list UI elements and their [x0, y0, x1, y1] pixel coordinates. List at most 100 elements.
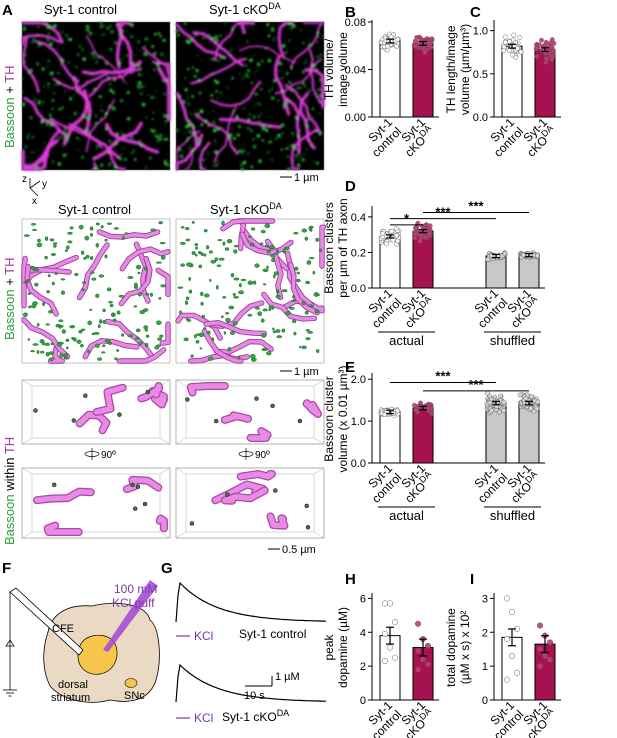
panel-letter-h: H	[345, 571, 356, 588]
y-axis-label: TH length/imagevolume (µm/µm³)	[444, 24, 472, 115]
f-recording-schematic: 100 mM KCl puff CFE dorsal striatum SNc	[3, 580, 160, 704]
y-tick-label: 0.0	[473, 112, 488, 124]
data-point	[503, 635, 511, 643]
category-label: Syt-1control	[466, 286, 511, 331]
f-region-label-1: dorsal	[58, 679, 88, 691]
data-point	[414, 647, 422, 654]
data-point	[391, 654, 399, 661]
a-side-label-2: Bassoon + TH	[2, 257, 17, 340]
category-label: Syt-1cKODA	[393, 286, 438, 331]
data-point	[546, 656, 554, 663]
data-point	[394, 233, 399, 239]
a-side-label-1: Bassoon + TH	[2, 65, 17, 148]
data-point	[501, 408, 507, 414]
y-tick-label: 0.04	[345, 65, 366, 77]
g-kcl-label-1: KCl	[194, 629, 213, 643]
y-axis-label: Bassoon clustersper µm of TH axon	[322, 198, 350, 297]
svg-text:1 µm: 1 µm	[294, 366, 319, 378]
data-point	[534, 406, 540, 412]
y-tick-label: 1	[482, 661, 488, 673]
data-point	[539, 37, 544, 43]
y-tick-label: 0.00	[345, 112, 366, 124]
category-label: Syt-1cKODA	[499, 286, 544, 331]
category-label: Syt-1cKODA	[393, 461, 438, 506]
chart-c: C 0.0 0.5 1.0TH length/imagevolume (µm/µm³)…	[444, 4, 561, 160]
a-zoom-render-top	[21, 379, 325, 445]
data-point	[422, 224, 428, 230]
bar	[501, 636, 523, 701]
a-top-label-cko: Syt-1 cKODA	[209, 1, 281, 17]
significance-label: ***	[435, 369, 451, 384]
y-axis-label: Bassoon clustervolume (x 0.01 µm³)	[322, 366, 350, 473]
data-point	[536, 622, 544, 629]
data-point	[424, 642, 432, 649]
data-point	[546, 639, 554, 646]
data-point	[539, 48, 545, 54]
category-label: Syt-1control	[482, 115, 527, 160]
data-point	[536, 663, 544, 670]
axes-orientation-icon: z y x	[22, 174, 47, 207]
a-surface-render-cko	[175, 218, 327, 364]
f-cfe-label: CFE	[52, 623, 74, 635]
svg-text:90º: 90º	[255, 450, 270, 461]
svg-text:y: y	[42, 179, 47, 190]
data-point	[502, 34, 508, 40]
y-tick-label: 6	[360, 593, 366, 605]
data-point	[386, 600, 394, 607]
data-point	[510, 52, 516, 58]
data-point	[541, 652, 549, 660]
f-region-label-2: striatum	[51, 692, 90, 704]
data-point	[503, 595, 511, 602]
a-mid-label-cko: Syt-1 cKODA	[210, 201, 282, 217]
data-point	[508, 652, 516, 660]
data-point	[534, 252, 540, 258]
y-axis-label: peakdopamine (µM)	[322, 607, 350, 688]
data-point	[393, 226, 399, 232]
data-point	[549, 44, 555, 50]
data-point	[414, 620, 422, 627]
panel-letter-b: B	[345, 4, 356, 21]
panel-letter-e: E	[345, 359, 355, 376]
data-point	[535, 399, 541, 405]
category-label: Syt-1cKODA	[499, 461, 544, 506]
y-tick-label: 0	[482, 695, 488, 707]
data-point	[424, 661, 432, 668]
data-point	[394, 43, 400, 49]
y-tick-label: 2.0	[351, 374, 366, 386]
data-point	[518, 49, 524, 55]
y-tick-label: 3	[482, 593, 488, 605]
data-point	[418, 400, 423, 406]
data-point	[496, 409, 502, 415]
y-axis-label: TH volume/image volume	[322, 32, 350, 107]
data-point	[417, 238, 423, 244]
g-scale-y: 1 µM	[275, 671, 300, 683]
data-point	[429, 36, 435, 42]
chart-b: B 0.00 0.04 0.08 TH volume/image volume Syt-1…	[322, 4, 439, 160]
panel-letter-i: I	[470, 571, 474, 588]
a-rotate-icon: 90º 90º	[84, 448, 270, 461]
data-point	[485, 257, 491, 262]
data-point	[487, 400, 493, 406]
svg-text:0.5 µm: 0.5 µm	[282, 544, 316, 556]
panel-letter-a: A	[2, 2, 13, 19]
data-point	[427, 230, 433, 236]
data-point	[418, 36, 424, 41]
data-point	[501, 44, 507, 50]
data-point	[384, 408, 390, 414]
y-axis-label: total dopamine(µM x s) x 10²	[444, 608, 472, 687]
a-scale-bar-1: 1 µm	[280, 172, 319, 184]
a-micrograph-cko	[174, 21, 325, 172]
data-point	[386, 644, 394, 651]
y-tick-label: 2	[482, 627, 488, 639]
f-puff-concentration: 100 mM	[114, 582, 157, 596]
data-point	[501, 399, 507, 405]
data-point	[489, 408, 495, 414]
data-point	[413, 225, 418, 231]
y-tick-label: 0.2	[351, 247, 366, 259]
panel-letter-g: G	[161, 560, 173, 577]
data-point	[536, 646, 544, 653]
category-label: Syt-1control	[360, 286, 405, 331]
data-point	[412, 231, 418, 237]
significance-label: ***	[468, 198, 484, 213]
